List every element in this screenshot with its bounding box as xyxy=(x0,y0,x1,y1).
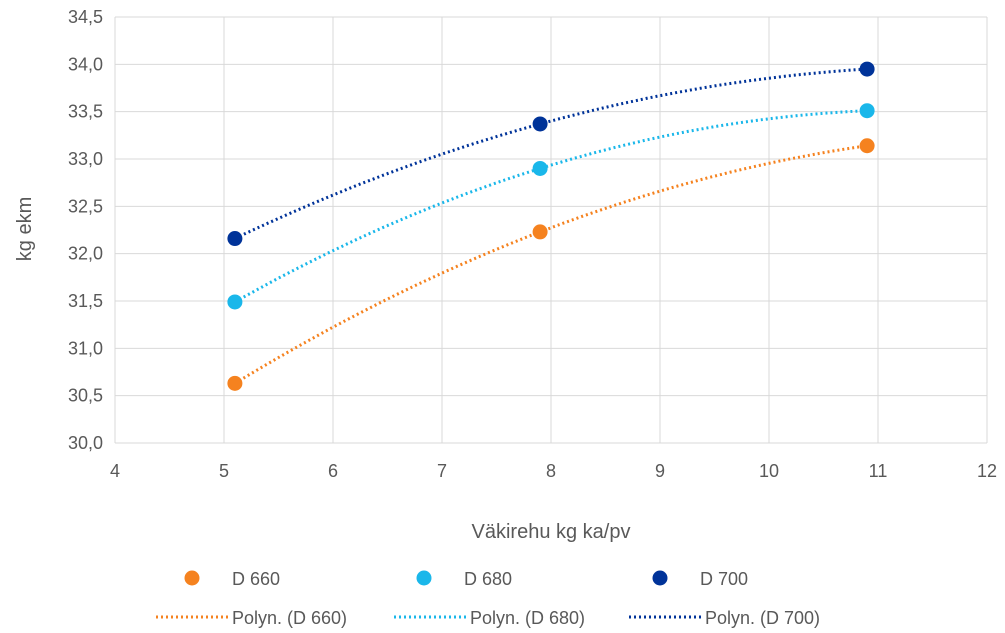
x-tick-label: 11 xyxy=(869,461,888,481)
legend: D 660 D 680 D 700 Polyn. (D 660) Polyn. (D 6… xyxy=(156,569,820,628)
data-point-d-700 xyxy=(532,116,548,132)
y-tick-label: 30,0 xyxy=(68,433,103,453)
grid xyxy=(114,16,988,444)
data-point-d-680 xyxy=(859,103,875,119)
x-tick-label: 5 xyxy=(219,461,229,481)
legend-label: D 680 xyxy=(464,569,512,589)
y-axis-title: kg ekm xyxy=(14,197,36,261)
x-tick-label: 6 xyxy=(328,461,338,481)
legend-marker-d-680 xyxy=(416,570,432,586)
y-tick-label: 33,5 xyxy=(68,102,103,122)
data-point-d-660 xyxy=(532,224,548,240)
legend-trend-label: Polyn. (D 680) xyxy=(470,608,585,628)
y-tick-label: 32,5 xyxy=(68,196,103,216)
data-point-d-680 xyxy=(227,294,243,310)
data-point-d-700 xyxy=(859,61,875,77)
y-tick-label: 34,5 xyxy=(68,7,103,27)
data-points xyxy=(227,61,875,391)
x-axis-title: Väkirehu kg ka/pv xyxy=(472,521,631,543)
legend-marker-d-660 xyxy=(184,570,200,586)
x-tick-label: 10 xyxy=(759,461,779,481)
trendlines xyxy=(234,67,868,385)
trendline-d-660 xyxy=(234,144,868,385)
x-tick-label: 9 xyxy=(655,461,665,481)
legend-marker-d-700 xyxy=(652,570,668,586)
data-point-d-660 xyxy=(227,375,243,391)
legend-trend-label: Polyn. (D 700) xyxy=(705,608,820,628)
data-point-d-700 xyxy=(227,231,243,247)
data-point-d-680 xyxy=(532,160,548,176)
legend-label: D 660 xyxy=(232,569,280,589)
y-tick-label: 31,0 xyxy=(68,338,103,358)
data-point-d-660 xyxy=(859,138,875,154)
y-tick-label: 34,0 xyxy=(68,54,103,74)
x-tick-label: 4 xyxy=(110,461,120,481)
y-tick-label: 30,5 xyxy=(68,386,103,406)
legend-label: D 700 xyxy=(700,569,748,589)
x-tick-label: 7 xyxy=(437,461,447,481)
y-tick-label: 33,0 xyxy=(68,149,103,169)
legend-trend-label: Polyn. (D 660) xyxy=(232,608,347,628)
tick-labels: 4 5 6 7 8 9 10 11 12 30,0 30,5 31,0 31,5 32,0 32,5 33,0… xyxy=(68,7,997,481)
y-tick-label: 32,0 xyxy=(68,244,103,264)
trendline-d-700 xyxy=(234,67,868,240)
x-tick-label: 8 xyxy=(546,461,556,481)
x-tick-label: 12 xyxy=(977,461,997,481)
y-tick-label: 31,5 xyxy=(68,291,103,311)
trendline-d-680 xyxy=(234,109,868,304)
